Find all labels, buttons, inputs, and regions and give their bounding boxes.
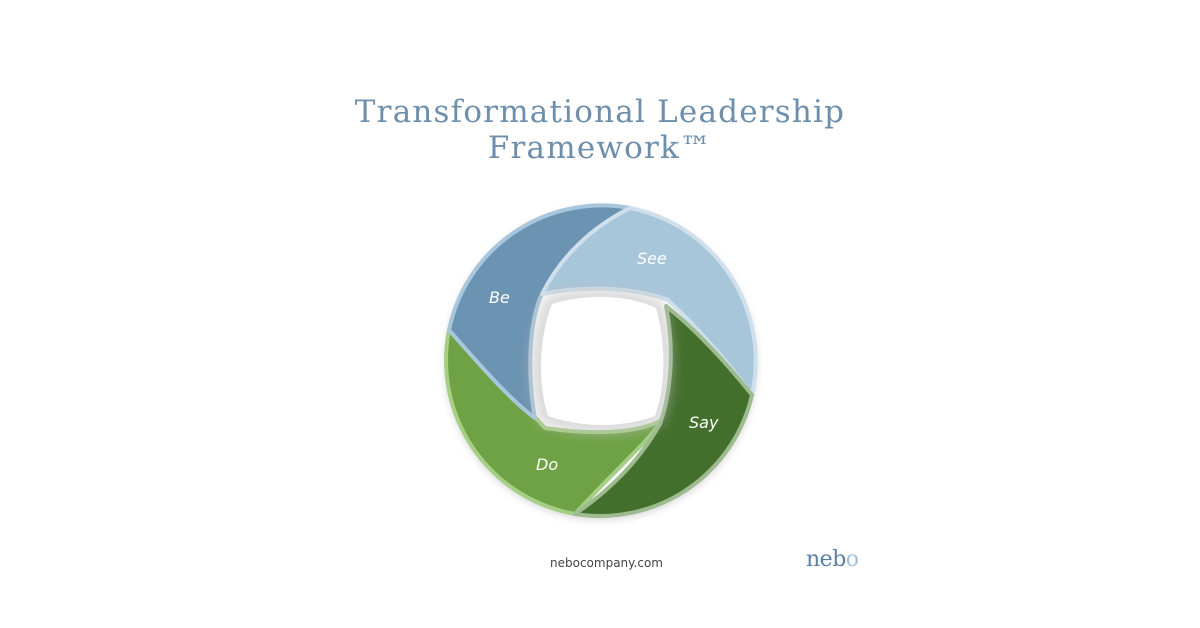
footer-website: nebocompany.com [550, 556, 663, 570]
segment-label-say: Say [689, 413, 719, 432]
segment-label-see: See [637, 249, 667, 268]
ring-center-hole [540, 296, 664, 425]
title-line-2: Framework™ [487, 130, 713, 166]
logo-text: neb [806, 547, 846, 572]
segment-say [573, 304, 754, 518]
logo-accent-letter: o [845, 547, 859, 572]
page-title: Transformational Leadership Framework™ [0, 94, 1200, 166]
title-line-1: Transformational Leadership [354, 94, 846, 130]
nebo-logo: nebo [806, 547, 859, 572]
segment-label-do: Do [536, 455, 558, 474]
segment-label-be: Be [489, 288, 510, 307]
segment-see [540, 206, 758, 397]
